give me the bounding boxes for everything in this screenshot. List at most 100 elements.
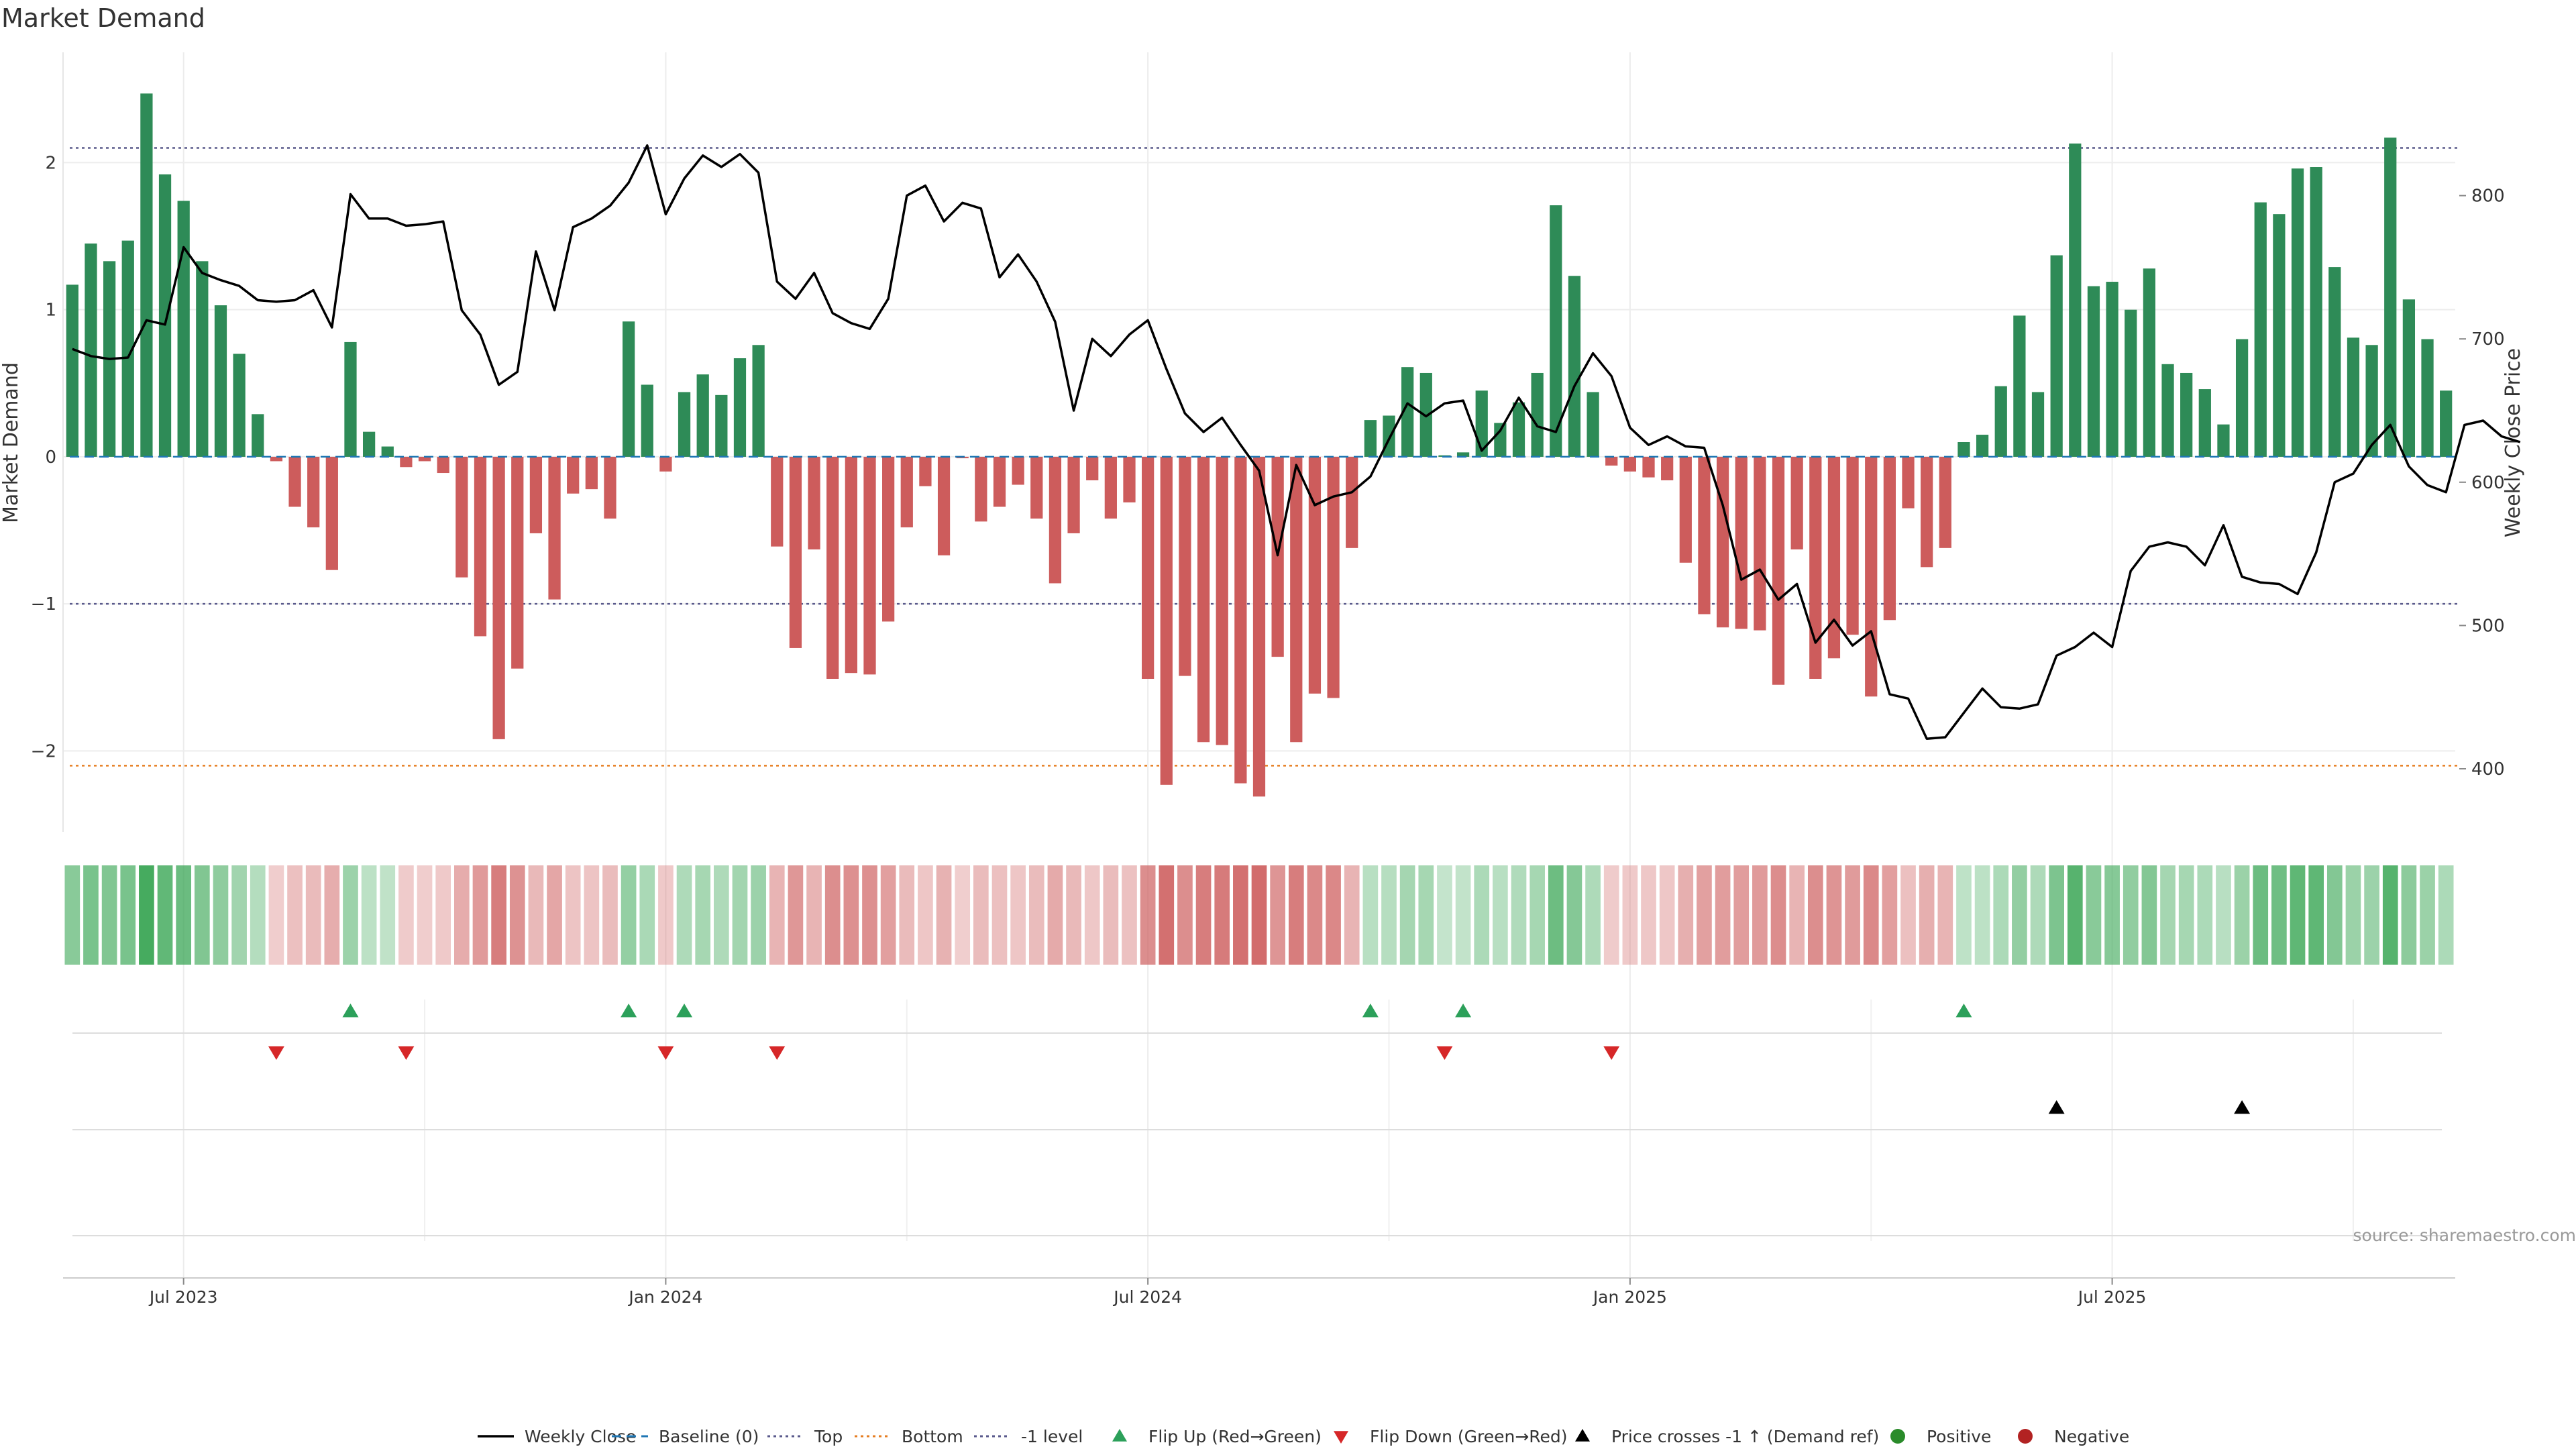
heat-cell [769, 865, 785, 965]
heat-cell [843, 865, 859, 965]
demand-bar [771, 456, 784, 547]
heat-cell [1919, 865, 1935, 965]
demand-bar [659, 456, 672, 472]
heat-cell [862, 865, 877, 965]
demand-bar [2143, 268, 2156, 457]
heat-cell [1195, 865, 1212, 965]
demand-bar [1827, 456, 1841, 659]
demand-bar [623, 321, 635, 457]
flip-down-marker [398, 1046, 415, 1060]
demand-bar [1605, 456, 1618, 466]
x-tick-label: Jul 2024 [1112, 1287, 1182, 1307]
heat-cell [250, 865, 266, 965]
heat-cell [1307, 865, 1323, 965]
heat-cell [453, 865, 470, 965]
demand-bar [1123, 456, 1136, 502]
y-tick-label: 2 [45, 153, 56, 173]
demand-bar [1419, 372, 1432, 457]
heat-cell [2178, 865, 2194, 965]
heat-cell [2308, 865, 2324, 965]
heat-cell [1659, 865, 1675, 965]
demand-bar [2087, 286, 2100, 457]
demand-bar [1401, 367, 1414, 457]
demand-bar [733, 358, 747, 457]
heat-cell [2104, 865, 2120, 965]
demand-bar [2050, 255, 2063, 457]
legend-item: Flip Up (Red→Green) [1112, 1427, 1322, 1446]
demand-bar [863, 456, 876, 675]
demand-bar [2180, 372, 2193, 457]
y2-tick-label: 600 [2471, 473, 2505, 493]
heat-cell [676, 865, 692, 965]
heat-cell [2141, 865, 2157, 965]
flip-up-marker [1455, 1004, 1472, 1018]
demand-bar [1716, 456, 1729, 628]
heat-cell [2382, 865, 2398, 965]
flip-down-marker [769, 1046, 786, 1060]
demand-bar [270, 456, 283, 462]
y2-tick-label: 400 [2471, 759, 2505, 780]
heat-cell [305, 865, 321, 965]
demand-bar [1790, 456, 1803, 550]
heat-cell [1066, 865, 1081, 965]
demand-bar [548, 456, 561, 600]
heat-cell [1770, 865, 1786, 965]
demand-bar [1160, 456, 1173, 785]
heat-cell [528, 865, 544, 965]
demand-bar [140, 93, 153, 457]
demand-bar [937, 456, 951, 555]
heat-cell [194, 865, 210, 965]
heat-cell [1752, 865, 1768, 965]
heat-cell [83, 865, 99, 965]
demand-bar [2421, 339, 2434, 457]
heat-cell [2216, 865, 2231, 965]
demand-bar [233, 354, 246, 457]
chart-title: Market Demand [1, 3, 205, 33]
demand-bar [1104, 456, 1117, 519]
demand-bar [1976, 435, 1989, 457]
heat-cell [1103, 865, 1119, 965]
demand-bar [1735, 456, 1748, 629]
heat-cell [1399, 865, 1415, 965]
heat-cell [639, 865, 655, 965]
heat-cell [658, 865, 674, 965]
demand-bar [1512, 402, 1525, 457]
demand-bar [1883, 456, 1896, 621]
price-cross-marker [2048, 1100, 2065, 1114]
heat-cell [2271, 865, 2287, 965]
demand-bar [1456, 452, 1470, 457]
demand-bar [993, 456, 1006, 507]
flip-down-marker [657, 1046, 674, 1060]
demand-bar [1197, 456, 1210, 743]
heat-cell [2253, 865, 2269, 965]
demand-bar [1902, 456, 1915, 508]
demand-bar [1809, 456, 1822, 679]
heat-cell [1678, 865, 1694, 965]
legend-item: Weekly Close [478, 1427, 636, 1446]
heat-cell [565, 865, 581, 965]
heat-cell [417, 865, 433, 965]
flip-up-marker [1955, 1004, 1972, 1018]
heat-cell [2197, 865, 2213, 965]
x-tick-label: Jul 2023 [148, 1287, 218, 1307]
demand-bar [882, 456, 895, 622]
demand-bar [288, 456, 301, 507]
y2-tick-label: 500 [2471, 616, 2505, 636]
demand-bar [826, 456, 839, 679]
demand-bar [696, 374, 709, 457]
demand-bar [474, 456, 487, 637]
demand-bar [715, 394, 728, 457]
heat-cell [1010, 865, 1026, 965]
legend-swatch [1575, 1429, 1590, 1442]
demand-bar [1364, 420, 1377, 457]
source-note: source: sharemaestro.com [2353, 1226, 2576, 1245]
heat-cell [491, 865, 506, 965]
heat-cell [1028, 865, 1044, 965]
demand-bar [2125, 309, 2137, 457]
demand-bar [85, 244, 97, 457]
demand-bar [2031, 392, 2045, 457]
price-cross-marker [2234, 1100, 2251, 1114]
heat-cell [1641, 865, 1656, 965]
heat-cell [157, 865, 173, 965]
